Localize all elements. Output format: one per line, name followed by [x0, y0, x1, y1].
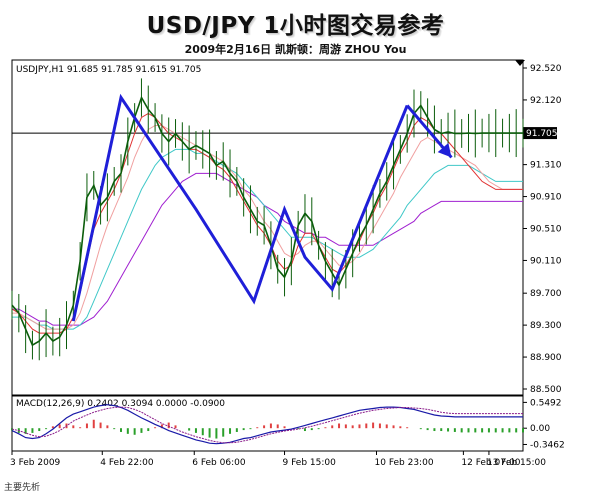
- macd-y-tick-label: 0.00: [530, 424, 550, 434]
- x-tick-label: 12 Feb 07:00: [461, 458, 520, 468]
- y-tick-label: 90.910: [530, 193, 562, 203]
- macd-y-tick-label: 0.5492: [530, 398, 562, 408]
- x-tick-label: 4 Feb 22:00: [100, 458, 154, 468]
- y-tick-label: 89.700: [530, 289, 562, 299]
- y-tick-label: 89.300: [530, 321, 562, 331]
- y-tick-label: 90.510: [530, 225, 562, 235]
- chart: USDJPY,H1 91.685 91.785 91.615 91.705 MAC…: [10, 59, 565, 468]
- price-panel-label: USDJPY,H1 91.685 91.785 91.615 91.705: [16, 65, 201, 75]
- x-tick-label: 10 Feb 23:00: [375, 458, 434, 468]
- x-tick-label: 13 Feb 15:00: [487, 458, 546, 468]
- series-ma_slow: [12, 148, 523, 330]
- macd-line: [11, 404, 523, 445]
- x-tick-label: 9 Feb 15:00: [283, 458, 337, 468]
- y-tick-label: 92.120: [530, 96, 562, 106]
- y-tick-label: 91.310: [530, 161, 562, 171]
- x-tick-label: 3 Feb 2009: [10, 458, 61, 468]
- y-tick-label: 88.500: [530, 385, 562, 395]
- macd-panel-frame: [11, 395, 524, 452]
- y-tick-label: 90.110: [530, 256, 562, 266]
- current-price-marker: [523, 127, 557, 140]
- page-title: USD/JPY 1小时图交易参考: [146, 13, 445, 39]
- macd-panel-label: MACD(12,26,9) 0.2402 0.3094 0.0000 -0.09…: [16, 399, 225, 409]
- shift-marker-icon: [515, 60, 525, 66]
- x-tick-label: 6 Feb 06:00: [192, 458, 246, 468]
- trend-arrow-head-icon: [437, 142, 452, 158]
- series-ma_long: [12, 172, 523, 326]
- macd-y-tick-label: -0.3462: [530, 440, 565, 450]
- page-subtitle: 2009年2月16日 凯斯顿：周游 ZHOU You: [184, 43, 407, 56]
- current-price-label: 91.705: [526, 129, 558, 139]
- y-tick-label: 88.900: [530, 353, 562, 363]
- series-price: [11, 95, 523, 347]
- price-panel-frame: [11, 59, 524, 396]
- zigzag-line: [71, 93, 409, 322]
- y-tick-label: 92.520: [530, 64, 562, 74]
- signal-line: [11, 406, 523, 444]
